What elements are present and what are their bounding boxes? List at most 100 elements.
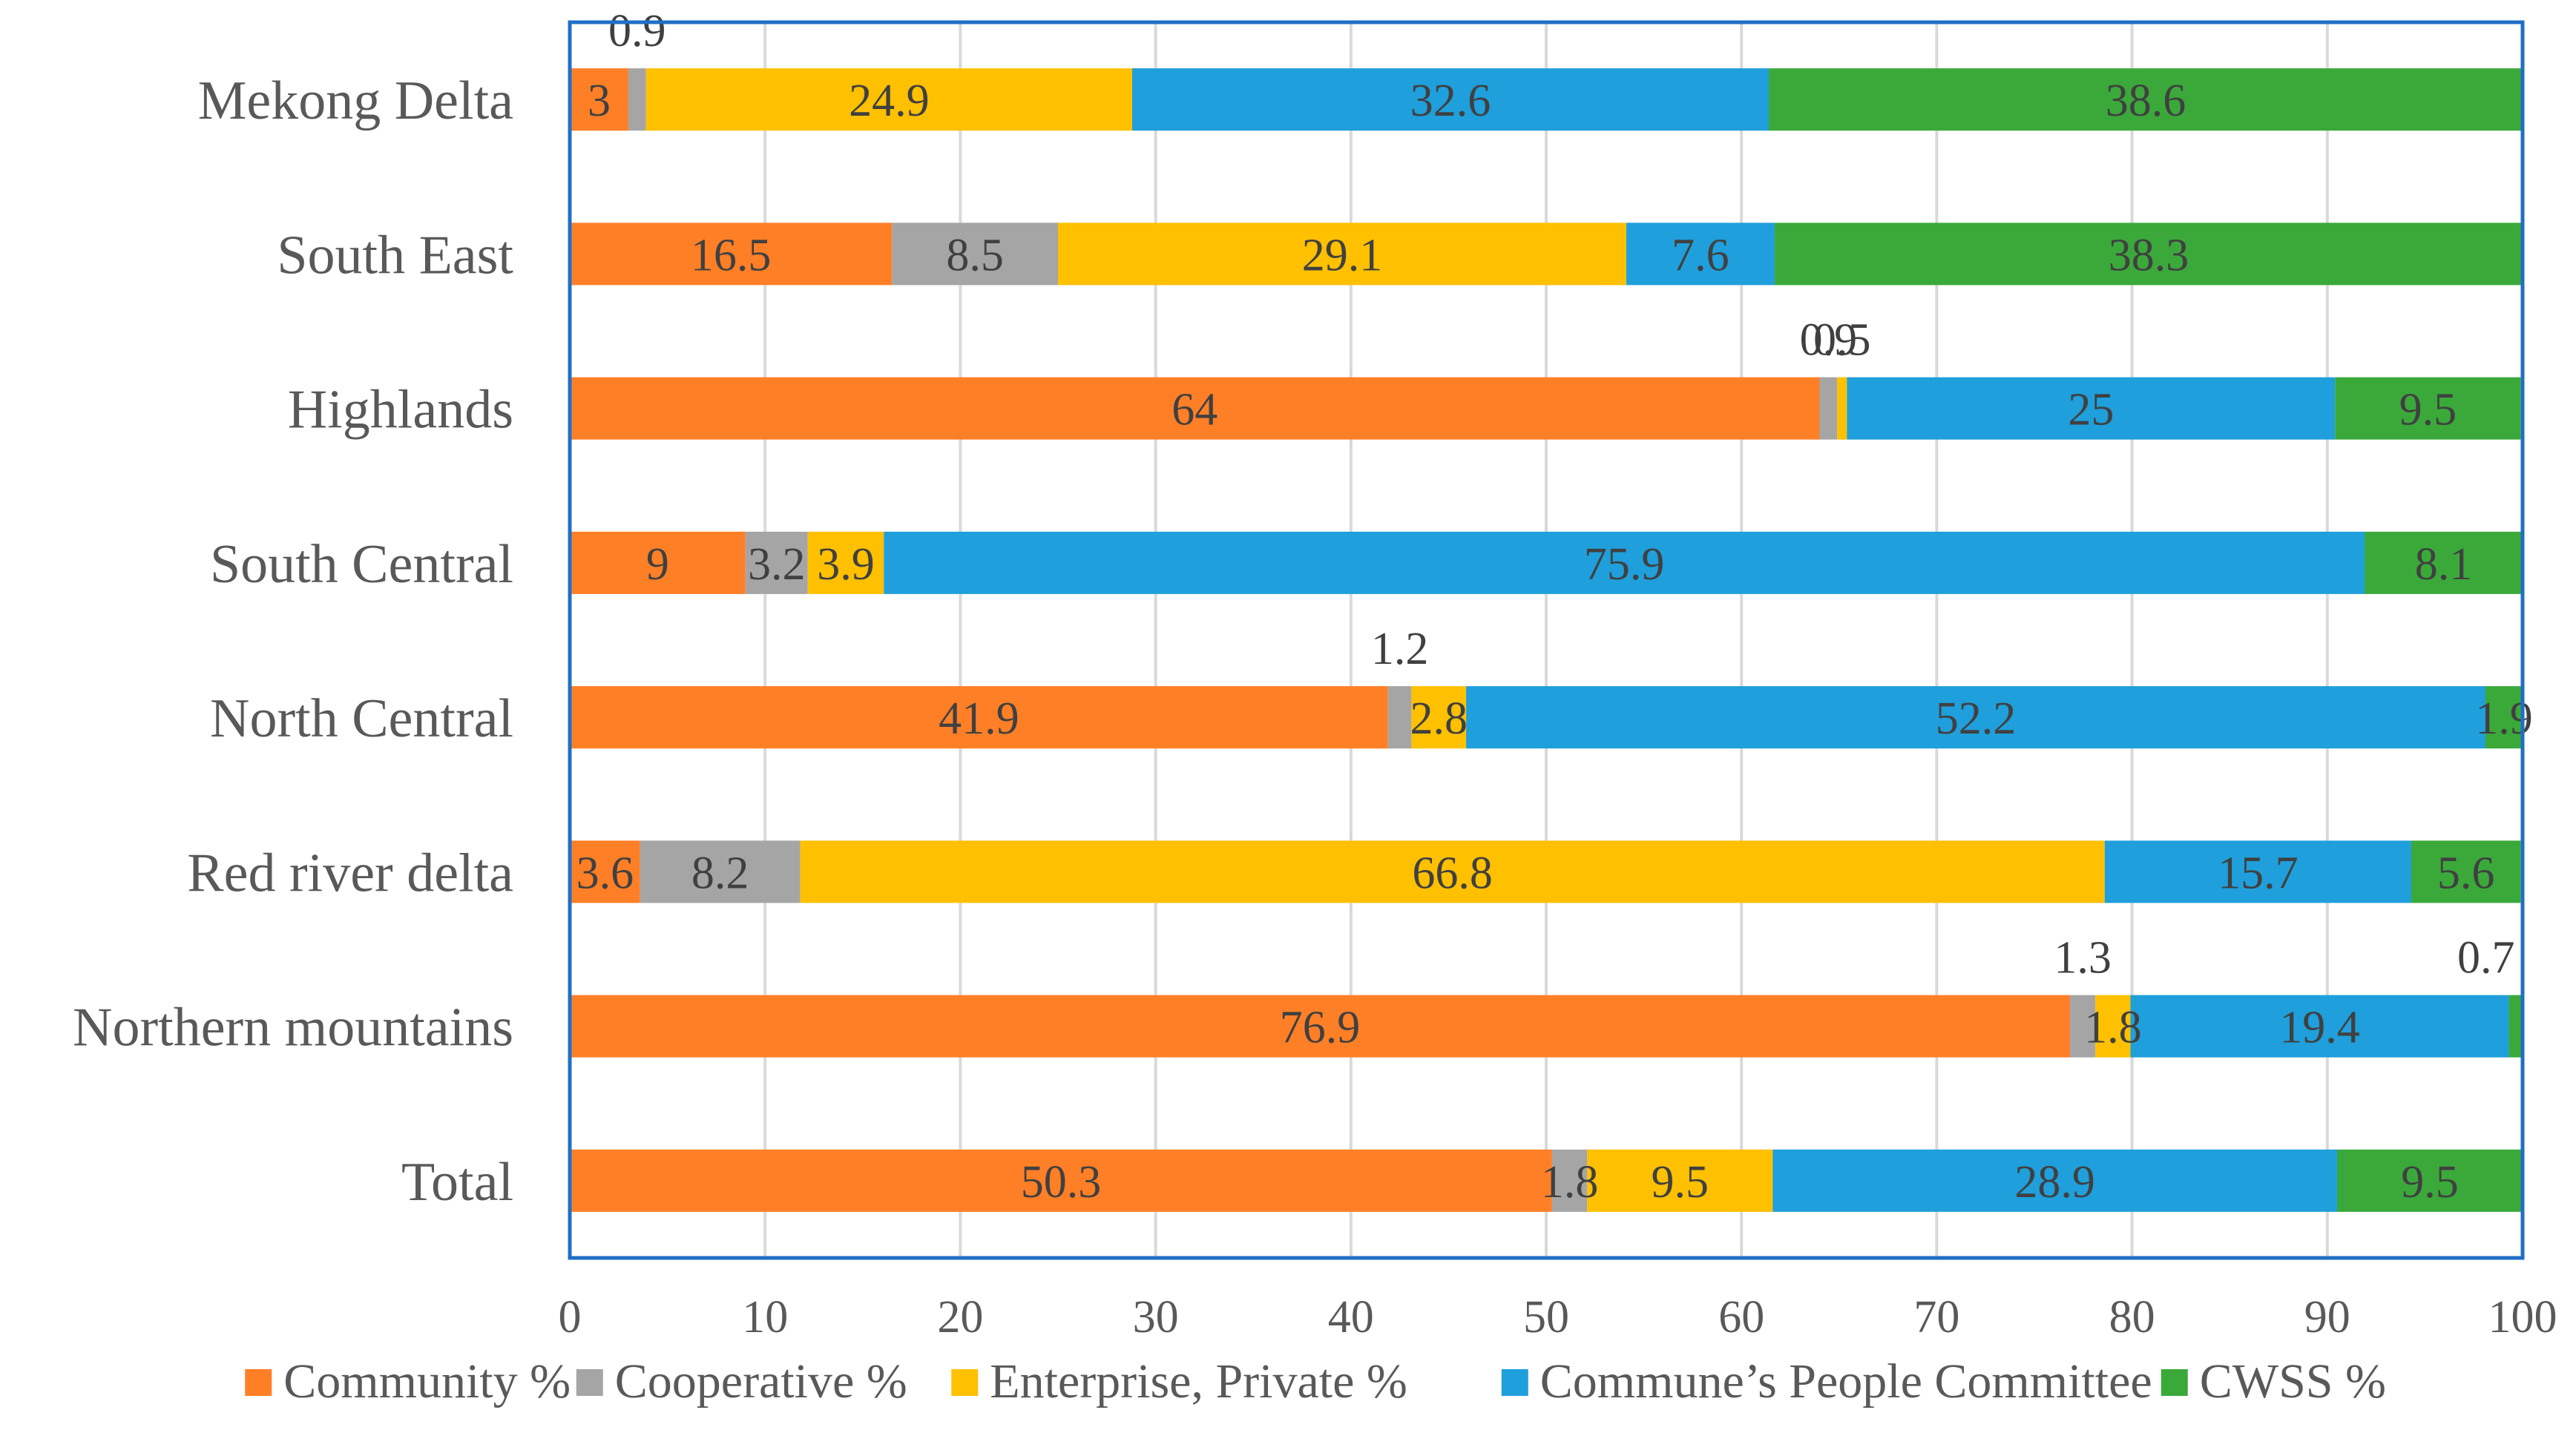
bar-segment [1551, 1149, 1588, 1212]
data-label: 3.2 [748, 539, 806, 590]
category-label: South East [277, 225, 513, 286]
bar-segment [884, 531, 2365, 594]
bar-segment [640, 840, 801, 903]
data-label: 38.6 [2106, 76, 2186, 126]
data-label: 29.1 [1302, 230, 1383, 280]
data-label: 0.5 [1813, 315, 1871, 366]
legend-label: Commune’s People Committee [1540, 1354, 2152, 1408]
bar-segment [1847, 377, 2336, 440]
category-label: Mekong Delta [198, 70, 513, 131]
data-label: 16.5 [691, 230, 772, 280]
legend: Community % Cooperative % Enterprise, Priv… [245, 1354, 2386, 1408]
x-tick-label: 10 [742, 1292, 788, 1342]
data-label: 25 [2068, 385, 2114, 435]
data-label: 24.9 [849, 76, 930, 126]
gridlines [763, 22, 2329, 1258]
bar-segment [2335, 377, 2521, 440]
bar-segment [570, 531, 746, 594]
x-tick-label: 20 [937, 1292, 983, 1342]
x-tick-label: 50 [1523, 1292, 1569, 1342]
bar-segment [645, 68, 1133, 131]
data-label: 19.4 [2279, 1003, 2360, 1053]
x-tick-label: 100 [2488, 1292, 2557, 1342]
data-label: 3.9 [817, 539, 875, 590]
data-label: 76.9 [1280, 1003, 1361, 1053]
data-label: 8.2 [691, 848, 749, 898]
data-label: 32.6 [1410, 76, 1491, 126]
bar-segment [2485, 686, 2523, 749]
data-label: 9.5 [1652, 1157, 1709, 1207]
bar-segment [2095, 995, 2131, 1058]
bar-segment [807, 531, 884, 594]
x-tick-label: 60 [1718, 1292, 1764, 1342]
data-label: 3 [588, 76, 611, 126]
legend-swatch [951, 1369, 979, 1396]
x-tick-label: 40 [1328, 1292, 1374, 1342]
bar-segment [628, 68, 646, 131]
category-label: Highlands [288, 380, 513, 441]
data-label: 1.3 [2054, 933, 2112, 983]
category-label: Total [401, 1152, 513, 1213]
legend-swatch [245, 1369, 272, 1396]
bar-segment [1769, 68, 2523, 131]
legend-label: Cooperative % [615, 1354, 907, 1408]
category-label: South Central [210, 534, 513, 595]
data-label: 0.9 [1800, 315, 1858, 366]
data-label: 9.5 [2401, 1157, 2459, 1207]
data-label: 0.9 [608, 6, 666, 56]
data-label: 7.6 [1672, 230, 1729, 280]
bars [570, 68, 2523, 1212]
bar-segment [1058, 223, 1626, 286]
x-tick-label: 0 [559, 1292, 582, 1342]
x-tick-label: 90 [2304, 1292, 2350, 1342]
data-label: 1.8 [1541, 1157, 1599, 1207]
bar-segment [1466, 686, 2485, 749]
legend-label: CWSS % [2200, 1354, 2386, 1408]
bar-segment [1387, 686, 1412, 749]
bar-segment [1132, 68, 1770, 131]
bar-segment [2508, 995, 2523, 1058]
data-label: 8.1 [2415, 539, 2473, 590]
data-label: 3.6 [576, 848, 634, 898]
category-label: North Central [210, 688, 513, 749]
bar-segment [570, 223, 893, 286]
x-tick-label: 30 [1133, 1292, 1179, 1342]
bar-segment [570, 377, 1820, 440]
data-label: 15.7 [2218, 848, 2299, 898]
bar-segment [570, 995, 2070, 1058]
bar-segment [1587, 1149, 1773, 1212]
data-label: 0.7 [2457, 933, 2515, 983]
bar-segment [2130, 995, 2509, 1058]
x-tick-label: 80 [2109, 1292, 2155, 1342]
bar-segment [570, 68, 628, 131]
legend-swatch [2161, 1369, 2188, 1396]
legend-swatch [576, 1369, 603, 1396]
legend-label: Enterprise, Private % [990, 1354, 1407, 1408]
data-labels: 30.924.9 32.6 38.616.5 8.5 29.1 7.6 38.3640.90… [576, 6, 2533, 1207]
bar-segment [570, 840, 640, 903]
category-label: Red river delta [187, 843, 513, 903]
plot-area-border [568, 20, 2525, 1260]
data-label: 75.9 [1584, 539, 1665, 590]
legend-label: Community % [283, 1354, 571, 1408]
data-label: 1.8 [2084, 1003, 2142, 1053]
bar-segment [1837, 377, 1847, 440]
data-label: 9 [646, 539, 669, 590]
data-label: 64 [1172, 385, 1218, 435]
bar-segment [892, 223, 1058, 286]
data-label: 41.9 [939, 693, 1019, 744]
data-label: 2.8 [1410, 693, 1468, 744]
bar-segment [2411, 840, 2521, 903]
category-label: Northern mountains [73, 998, 513, 1058]
data-label: 38.3 [2109, 230, 2189, 280]
category-axis-labels: Mekong Delta South East Highlands South Cen… [73, 70, 513, 1213]
bar-segment [2069, 995, 2096, 1058]
bar-segment [745, 531, 808, 594]
data-label: 66.8 [1412, 848, 1493, 898]
bar-segment [2336, 1149, 2523, 1212]
data-label: 52.2 [1936, 693, 2017, 744]
data-label: 5.6 [2437, 848, 2495, 898]
bar-segment [570, 686, 1388, 749]
bar-segment [570, 1149, 1552, 1212]
